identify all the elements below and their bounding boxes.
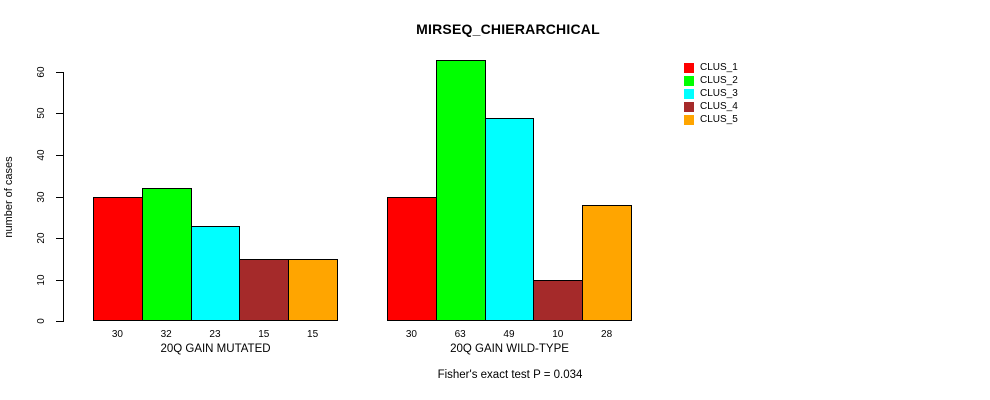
bar-clus_3-group1 (190, 225, 241, 321)
bar-clus_5-group2 (582, 204, 632, 321)
legend-swatch-icon (684, 75, 694, 86)
x-group-label-mutated: 20Q GAIN MUTATED (160, 343, 271, 355)
chart-title: MIRSEQ_CHIERARCHICAL (416, 21, 600, 37)
bar-value-label: 63 (454, 329, 466, 340)
y-tick (56, 280, 64, 281)
legend-label: CLUS_5 (700, 114, 738, 125)
bar-value-label: 10 (552, 329, 564, 340)
bar-clus_4-group1 (239, 258, 290, 321)
bar-value-label: 15 (258, 329, 270, 340)
bar-clus_1-group1 (93, 196, 143, 321)
y-tick (56, 113, 64, 114)
legend-label: CLUS_4 (700, 101, 738, 112)
y-tick-label: 40 (36, 149, 47, 161)
legend-swatch-icon (684, 101, 694, 112)
y-tick-label: 20 (36, 232, 47, 244)
legend-swatch-icon (684, 114, 694, 125)
bar-value-label: 30 (405, 329, 417, 340)
bar-value-label: 30 (111, 329, 123, 340)
y-tick-label: 60 (36, 66, 47, 78)
bar-clus_1-group2 (387, 196, 437, 321)
y-tick (56, 197, 64, 198)
y-tick-label: 30 (36, 191, 47, 203)
y-axis-title: number of cases (3, 156, 15, 238)
legend-item-clus_5: CLUS_5 (684, 113, 738, 126)
bar-value-label: 15 (307, 329, 319, 340)
bar-value-label: 49 (503, 329, 515, 340)
bar-clus_5-group1 (288, 258, 338, 321)
legend-label: CLUS_2 (700, 75, 738, 86)
bar-value-label: 28 (601, 329, 613, 340)
bar-clus_3-group2 (484, 117, 535, 321)
legend-swatch-icon (684, 62, 694, 73)
legend-item-clus_2: CLUS_2 (684, 74, 738, 87)
legend-label: CLUS_3 (700, 88, 738, 99)
legend-swatch-icon (684, 88, 694, 99)
bar-value-label: 23 (209, 329, 221, 340)
y-tick (56, 72, 64, 73)
fisher-test-annotation: Fisher's exact test P = 0.034 (437, 369, 583, 381)
bar-clus_4-group2 (533, 279, 584, 321)
bar-value-label: 32 (160, 329, 172, 340)
y-tick (56, 321, 64, 322)
legend-item-clus_4: CLUS_4 (684, 100, 738, 113)
y-tick-label: 50 (36, 107, 47, 119)
legend: CLUS_1 CLUS_2 CLUS_3 CLUS_4 CLUS_5 (684, 61, 738, 126)
legend-item-clus_1: CLUS_1 (684, 61, 738, 74)
y-tick-label: 0 (36, 318, 47, 324)
bar-clus_2-group1 (141, 188, 192, 321)
legend-item-clus_3: CLUS_3 (684, 87, 738, 100)
y-tick (56, 155, 64, 156)
legend-label: CLUS_1 (700, 62, 738, 73)
bar-clus_2-group2 (435, 59, 486, 321)
x-group-label-wildtype: 20Q GAIN WILD-TYPE (450, 343, 569, 355)
y-tick (56, 238, 64, 239)
y-tick-label: 10 (36, 274, 47, 286)
